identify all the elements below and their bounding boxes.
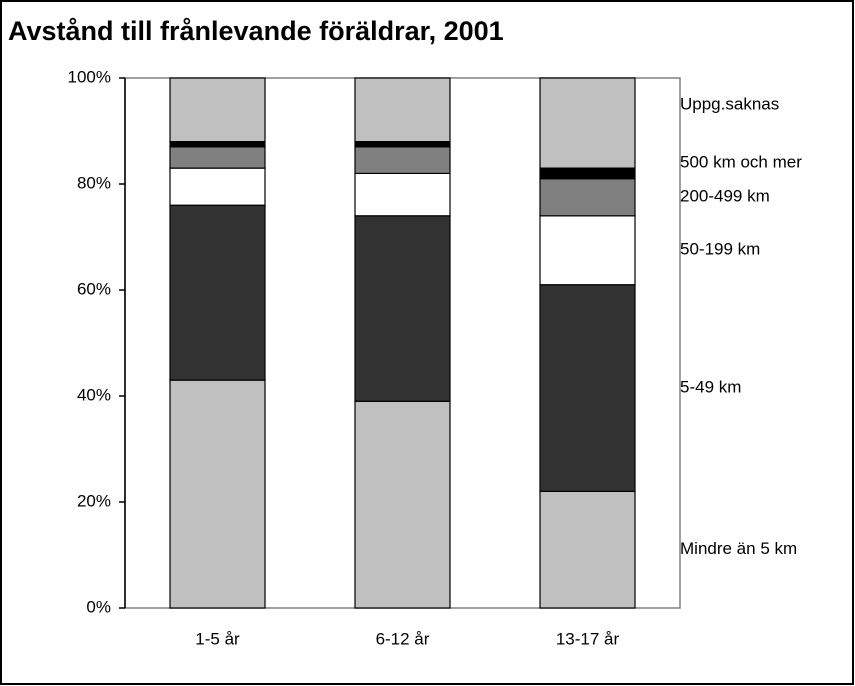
bar-segment: [354, 141, 451, 148]
y-tick-label: 80%: [77, 173, 111, 192]
bar-segment: [169, 77, 266, 143]
bar-segment: [539, 490, 636, 609]
bar-segment: [354, 172, 451, 217]
y-tick-label: 20%: [77, 491, 111, 510]
y-tick-label: 40%: [77, 385, 111, 404]
bar-segment: [169, 146, 266, 169]
series-label: Uppg.saknas: [680, 95, 779, 114]
bar-segment: [169, 379, 266, 609]
y-tick-label: 0%: [86, 597, 111, 616]
bar-segment: [539, 77, 636, 169]
x-tick-label: 6-12 år: [376, 629, 430, 648]
bar-segment: [354, 146, 451, 174]
bar-segment: [169, 204, 266, 381]
bar-segment: [539, 178, 636, 217]
series-label: 200-499 km: [680, 187, 770, 206]
bar-segment: [539, 167, 636, 180]
series-label: 5-49 km: [680, 378, 741, 397]
x-tick-label: 13-17 år: [556, 629, 620, 648]
chart-title: Avstånd till frånlevande föräldrar, 2001: [8, 16, 504, 46]
y-tick-label: 60%: [77, 279, 111, 298]
bar-segment: [354, 400, 451, 609]
bar-segment: [354, 215, 451, 402]
y-tick-label: 100%: [68, 67, 111, 86]
bar-segment: [354, 77, 451, 143]
x-tick-label: 1-5 år: [195, 629, 240, 648]
bar-segment: [169, 167, 266, 206]
bar-segment: [539, 284, 636, 493]
series-label: Mindre än 5 km: [680, 539, 797, 558]
bar-segment: [169, 141, 266, 148]
bar-segment: [539, 215, 636, 286]
series-label: 500 km och mer: [680, 153, 802, 172]
series-label: 50-199 km: [680, 240, 760, 259]
